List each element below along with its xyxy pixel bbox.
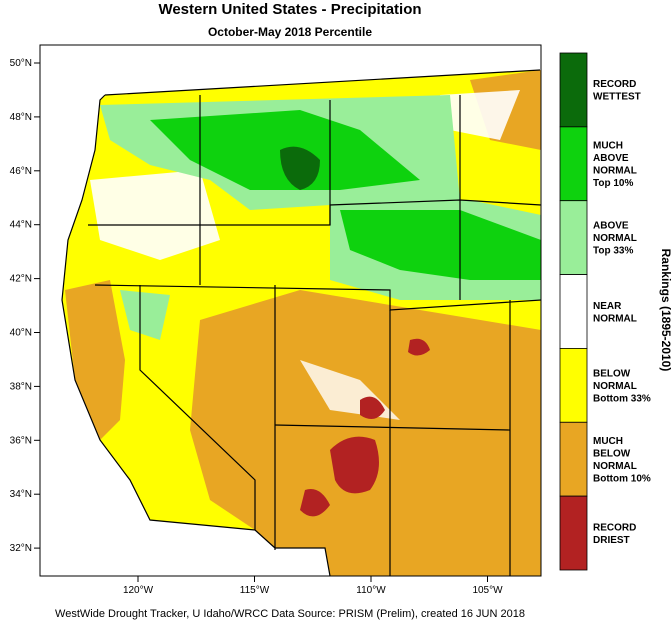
legend-swatch — [559, 495, 588, 571]
map — [40, 45, 541, 576]
legend-label: BELOW — [593, 368, 631, 379]
legend-label: WETTEST — [593, 92, 641, 103]
subtitle: October-May 2018 Percentile — [208, 25, 372, 39]
latitude-label: 40°N — [10, 328, 32, 339]
latitude-label: 36°N — [10, 435, 32, 446]
legend-label: Top 33% — [593, 246, 633, 257]
legend-label: NORMAL — [593, 166, 637, 177]
latitude-label: 44°N — [10, 220, 32, 231]
latitude-label: 50°N — [10, 58, 32, 69]
latitude-label: 42°N — [10, 274, 32, 285]
map-frame — [39, 44, 542, 577]
longitude-label: 110°W — [356, 585, 386, 596]
legend-label: BELOW — [593, 448, 631, 459]
legend-swatch — [559, 126, 588, 202]
legend-label: RECORD — [593, 522, 636, 533]
legend-swatch — [559, 200, 588, 275]
legend-label: NORMAL — [593, 461, 637, 472]
latitude-label: 32°N — [10, 543, 32, 554]
title: Western United States - Precipitation — [158, 1, 421, 18]
footer: WestWide Drought Tracker, U Idaho/WRCC D… — [55, 608, 525, 620]
latitude-label: 34°N — [10, 489, 32, 500]
legend-label: RECORD — [593, 79, 636, 90]
longitude-axis: 120°W 115°W 110°W 105°W — [123, 576, 503, 596]
legend-label: ABOVE — [593, 221, 629, 232]
legend-label: Top 10% — [593, 178, 633, 189]
latitude-axis: 50°N 48°N 46°N 44°N 42°N 40°N 38°N 36°N 34°N 32°N — [10, 58, 40, 554]
legend-label: NORMAL — [593, 381, 637, 392]
legend-title: Rankings (1895-2010) — [659, 249, 671, 372]
longitude-label: 115°W — [240, 585, 270, 596]
longitude-label: 120°W — [123, 585, 154, 596]
latitude-label: 48°N — [10, 112, 32, 123]
legend-label: ABOVE — [593, 153, 629, 164]
legend-label: NEAR — [593, 301, 622, 312]
longitude-label: 105°W — [472, 585, 503, 596]
legend-label: Bottom 33% — [593, 393, 651, 404]
legend-label: NORMAL — [593, 313, 637, 324]
legend-label: MUCH — [593, 141, 623, 152]
latitude-label: 38°N — [10, 381, 32, 392]
legend-swatch — [559, 348, 588, 423]
legend-label: NORMAL — [593, 233, 637, 244]
legend-label: MUCH — [593, 436, 623, 447]
legend-swatch — [559, 274, 588, 349]
legend-label: DRIEST — [593, 535, 630, 546]
legend-label: Bottom 10% — [593, 473, 651, 484]
latitude-label: 46°N — [10, 166, 32, 177]
legend-swatch — [559, 52, 588, 128]
legend-swatch — [559, 421, 588, 497]
